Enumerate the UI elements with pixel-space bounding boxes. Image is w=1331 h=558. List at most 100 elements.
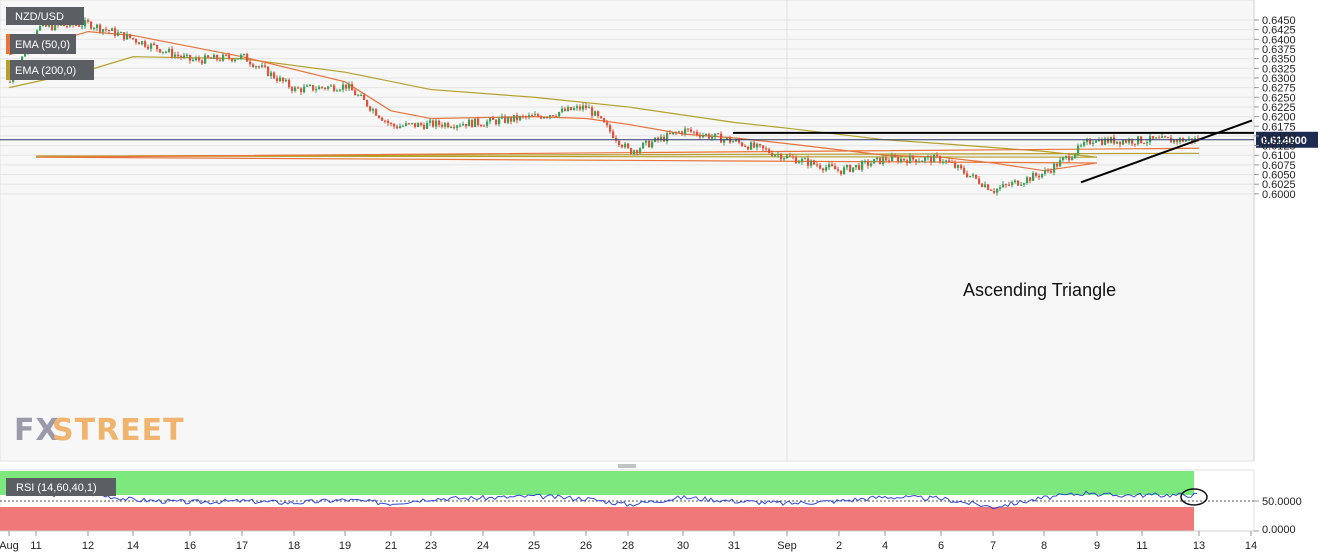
- candle-body: [342, 84, 345, 90]
- candle-body: [849, 164, 852, 172]
- candle-body: [891, 155, 894, 162]
- logo-street: STREET: [52, 413, 185, 448]
- candle-body: [114, 28, 117, 36]
- x-tick-label: 24: [477, 540, 489, 552]
- candle-body: [1119, 141, 1122, 145]
- candle-body: [351, 84, 354, 91]
- candle-body: [984, 184, 987, 187]
- candle-body: [213, 54, 216, 59]
- candle-body: [882, 157, 885, 164]
- candle-body: [450, 127, 453, 129]
- x-tick-label: 8: [1041, 540, 1047, 552]
- candle-body: [663, 136, 666, 142]
- candle-body: [612, 131, 615, 138]
- candle-body: [459, 125, 462, 127]
- candle-body: [183, 55, 186, 58]
- candle-body: [561, 108, 564, 113]
- candle-body: [264, 65, 267, 67]
- candle-body: [744, 146, 747, 148]
- candle-body: [186, 54, 189, 56]
- candle-body: [1050, 170, 1053, 173]
- candle-body: [846, 164, 849, 168]
- y-tick-label: 0.6250: [1262, 92, 1296, 104]
- candle-body: [915, 159, 918, 163]
- candle-body: [552, 115, 555, 117]
- candle-body: [312, 85, 315, 91]
- candle-body: [669, 133, 672, 135]
- candle-body: [720, 133, 723, 143]
- candle-body: [243, 53, 246, 55]
- candle-body: [498, 118, 501, 125]
- candle-body: [1071, 157, 1074, 161]
- candle-body: [468, 119, 471, 127]
- candle-body: [492, 117, 495, 120]
- candle-body: [804, 158, 807, 160]
- candle-body: [453, 127, 456, 129]
- candle-body: [168, 48, 171, 52]
- candle-body: [297, 87, 300, 89]
- candle-body: [537, 114, 540, 117]
- candle-body: [1011, 182, 1014, 186]
- candle-body: [1044, 170, 1047, 174]
- candle-body: [1152, 136, 1155, 139]
- candle-body: [762, 145, 765, 149]
- y-tick-label: 0.6050: [1262, 170, 1296, 182]
- x-tick-label: 13: [1193, 540, 1205, 552]
- candle-body: [807, 158, 810, 166]
- candle-body: [1053, 163, 1056, 173]
- candle-body: [1185, 140, 1188, 142]
- candle-body: [483, 125, 486, 127]
- candle-body: [465, 124, 468, 127]
- candle-body: [918, 161, 921, 163]
- candle-body: [870, 163, 873, 166]
- candle-body: [603, 118, 606, 123]
- candle-body: [576, 106, 579, 109]
- candle-body: [228, 55, 231, 59]
- rsi-line: [8, 490, 1198, 510]
- candle-body: [9, 81, 12, 83]
- y-tick-label: 0.6450: [1262, 15, 1296, 27]
- candle-body: [642, 142, 645, 149]
- candle-body: [834, 166, 837, 170]
- candle-body: [102, 29, 105, 32]
- candle-body: [318, 86, 321, 90]
- candle-body: [993, 190, 996, 193]
- candle-body: [1041, 173, 1044, 178]
- candle-body: [876, 157, 879, 160]
- panel-resize-handle[interactable]: [618, 464, 636, 468]
- candle-body: [1056, 163, 1059, 167]
- candle-body: [120, 32, 123, 34]
- current-price-line: 0.614000: [0, 131, 1318, 148]
- candle-body: [924, 157, 927, 161]
- candle-body: [210, 57, 213, 59]
- candle-body: [1104, 138, 1107, 145]
- candle-body: [681, 131, 684, 134]
- candle-body: [1080, 145, 1083, 147]
- candle-body: [399, 126, 402, 129]
- candle-body: [267, 66, 270, 77]
- candle-body: [105, 29, 108, 31]
- candle-body: [357, 95, 360, 97]
- candle-body: [1125, 140, 1128, 143]
- x-tick-label: 4: [882, 540, 888, 552]
- candle-body: [177, 54, 180, 57]
- candle-body: [582, 105, 585, 110]
- candle-body: [753, 142, 756, 148]
- candle-body: [927, 156, 930, 158]
- candle-body: [816, 164, 819, 166]
- trendlines: [733, 119, 1254, 184]
- candle-body: [189, 54, 192, 61]
- candle-body: [141, 41, 144, 45]
- candle-body: [291, 87, 294, 91]
- candle-body: [78, 25, 81, 27]
- candle-body: [858, 164, 861, 170]
- x-tick-label: 26: [580, 540, 592, 552]
- candle-body: [339, 89, 342, 91]
- x-tick-label: 14: [127, 540, 139, 552]
- candle-body: [432, 120, 435, 127]
- candle-body: [273, 72, 276, 79]
- candle-body: [153, 43, 156, 45]
- candle-body: [345, 84, 348, 89]
- candle-body: [171, 48, 174, 57]
- candle-body: [372, 109, 375, 111]
